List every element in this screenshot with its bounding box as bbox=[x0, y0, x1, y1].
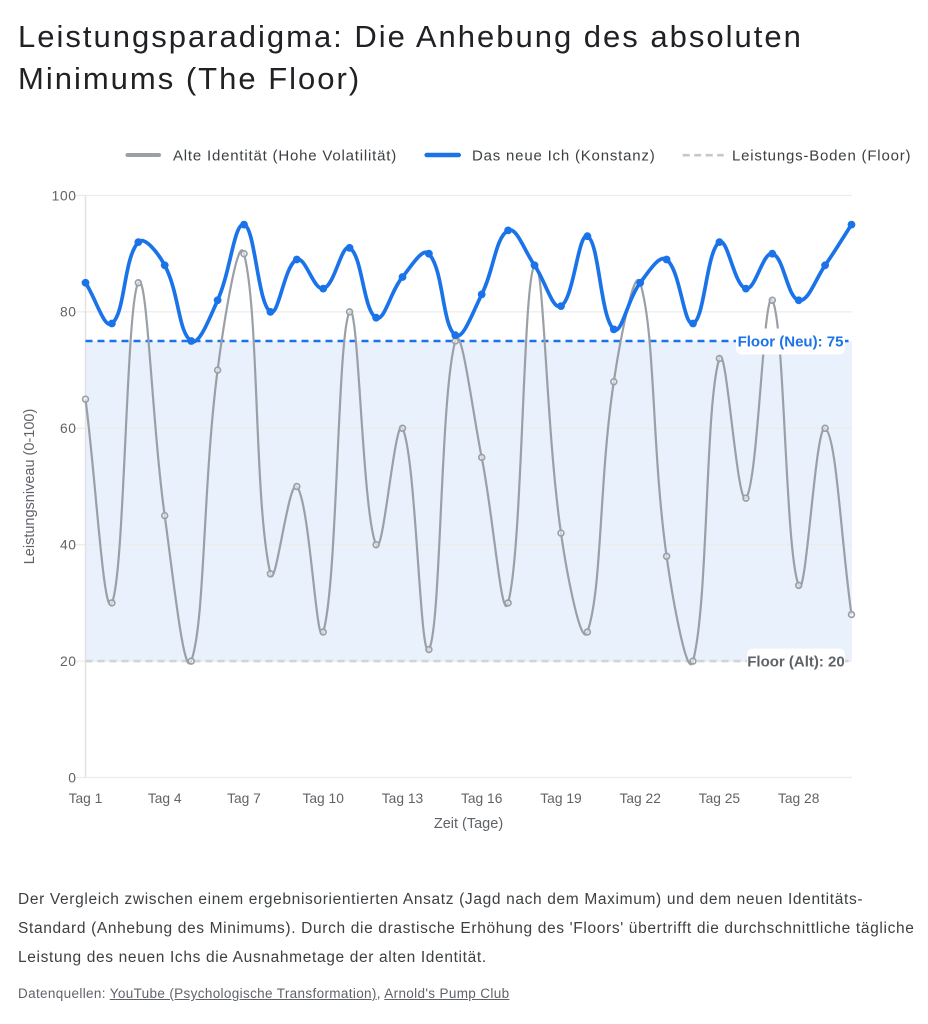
svg-text:Alte Identität (Hohe Volatilit: Alte Identität (Hohe Volatilität) bbox=[173, 147, 397, 164]
svg-text:100: 100 bbox=[52, 188, 77, 203]
svg-text:Tag 4: Tag 4 bbox=[148, 791, 182, 806]
svg-text:Floor (Neu): 75: Floor (Neu): 75 bbox=[738, 334, 844, 351]
svg-text:60: 60 bbox=[60, 421, 77, 436]
svg-text:Leistungs-Boden (Floor): Leistungs-Boden (Floor) bbox=[732, 147, 911, 164]
svg-text:Floor (Alt): 20: Floor (Alt): 20 bbox=[747, 654, 845, 671]
svg-text:Tag 10: Tag 10 bbox=[302, 791, 344, 806]
svg-text:Tag 28: Tag 28 bbox=[778, 791, 820, 806]
svg-text:80: 80 bbox=[60, 305, 77, 320]
svg-text:0: 0 bbox=[68, 770, 76, 785]
svg-text:Tag 16: Tag 16 bbox=[461, 791, 503, 806]
svg-text:Tag 7: Tag 7 bbox=[227, 791, 261, 806]
svg-text:Das neue Ich (Konstanz): Das neue Ich (Konstanz) bbox=[472, 147, 656, 164]
svg-text:Tag 25: Tag 25 bbox=[699, 791, 741, 806]
svg-text:Tag 13: Tag 13 bbox=[382, 791, 424, 806]
svg-text:Tag 22: Tag 22 bbox=[619, 791, 660, 806]
svg-text:20: 20 bbox=[60, 654, 77, 669]
svg-text:Tag 19: Tag 19 bbox=[540, 791, 582, 806]
svg-text:Zeit (Tage): Zeit (Tage) bbox=[434, 816, 503, 832]
svg-text:40: 40 bbox=[60, 538, 77, 553]
svg-text:Tag 1: Tag 1 bbox=[69, 791, 103, 806]
svg-text:Leistungsniveau (0-100): Leistungsniveau (0-100) bbox=[22, 409, 38, 565]
